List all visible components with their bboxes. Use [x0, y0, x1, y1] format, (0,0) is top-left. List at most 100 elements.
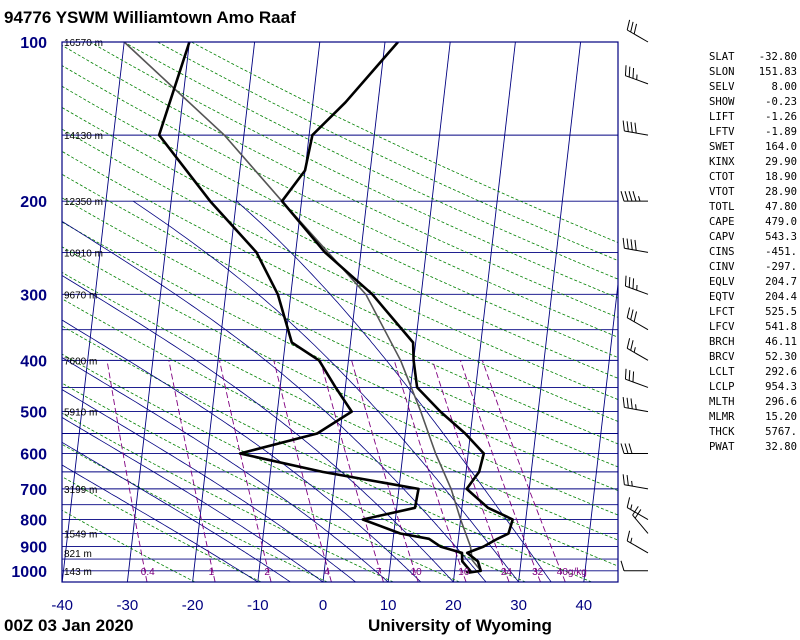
- temperature-tick-label: -10: [247, 597, 269, 614]
- moist-adiabat-line: [62, 357, 389, 582]
- wind-barb-flag: [626, 19, 631, 31]
- dry-adiabat-line: [62, 246, 618, 516]
- mixing-ratio-line: [393, 360, 467, 582]
- stat-name: VTOT: [709, 186, 735, 198]
- stat-row: LCLT 292.6: [709, 365, 797, 380]
- stat-name: EQLV: [709, 276, 735, 288]
- dry-adiabat-line: [62, 197, 618, 468]
- stat-name: KINX: [709, 156, 735, 168]
- height-label: 12350 m: [64, 197, 103, 208]
- pressure-tick-label: 800: [20, 513, 47, 530]
- stat-name: LFCT: [709, 306, 735, 318]
- wind-barb-flag: [628, 66, 631, 78]
- stat-row: LFTV -1.89: [709, 125, 797, 140]
- mixing-ratio-line: [320, 360, 384, 582]
- stat-row: SELV 8.00: [709, 80, 797, 95]
- stat-name: LCLP: [709, 381, 735, 393]
- stat-value: 296.6: [765, 396, 797, 408]
- isotherm-line: [257, 42, 321, 582]
- wind-barb-half-flag: [635, 404, 637, 410]
- stat-name: SELV: [709, 81, 735, 93]
- stat-value: 32.80: [765, 441, 797, 453]
- temperature-tick-label: -30: [117, 597, 139, 614]
- mixing-ratio-line: [351, 360, 419, 582]
- credit-label: University of Wyoming: [368, 616, 552, 635]
- pressure-tick-label: 200: [20, 194, 47, 211]
- wind-barb-flag: [632, 278, 635, 289]
- isotherm-line: [649, 42, 711, 582]
- mixing-ratio-label: 24: [501, 567, 513, 578]
- stability-indices-panel: SLAT -32.80 SLON 151.83 SELV 8.00 SHOW -0.23 LIF…: [709, 50, 797, 455]
- wind-barb-flag: [634, 239, 637, 251]
- stat-value: 292.6: [765, 366, 797, 378]
- wind-barb-flag: [626, 338, 631, 349]
- stat-row: CAPV 543.3: [709, 230, 797, 245]
- stat-value: 15.20: [765, 411, 797, 423]
- dry-adiabat-line: [62, 298, 618, 567]
- mixing-ratio-line: [168, 360, 216, 582]
- wind-barb-flag: [630, 121, 633, 133]
- isotherm-line: [518, 42, 582, 582]
- wind-barb-flag: [630, 398, 633, 409]
- stat-value: -297.: [765, 261, 797, 273]
- stat-value: 47.80: [765, 201, 797, 213]
- wind-barb-flag: [620, 191, 625, 202]
- wind-barb: [622, 397, 649, 413]
- mixing-ratio-line: [219, 360, 272, 582]
- stat-name: CTOT: [709, 171, 735, 183]
- mixing-ratio-label: 10: [411, 567, 423, 578]
- mixing-ratio-label: 16: [458, 567, 470, 578]
- mixing-ratio-label: 0.4: [141, 567, 155, 578]
- wind-barb-flag: [632, 506, 639, 516]
- stat-value: 151.83: [758, 66, 797, 78]
- height-label: 3199 m: [64, 485, 97, 496]
- wind-barb-flag: [633, 311, 638, 322]
- wind-barb-flag: [622, 397, 625, 408]
- stat-row: BRCH 46.11: [709, 335, 797, 350]
- wind-barb: [620, 443, 648, 454]
- wind-barb-flag: [622, 237, 625, 249]
- stat-row: MLMR 15.20: [709, 410, 797, 425]
- wind-barb-flag: [633, 23, 638, 35]
- stat-name: SLON: [709, 66, 735, 78]
- stat-row: SLAT -32.80: [709, 50, 797, 65]
- height-label: 143 m: [64, 567, 92, 578]
- wind-barb: [622, 474, 649, 490]
- stat-name: MLMR: [709, 411, 735, 423]
- wind-barb-flag: [626, 238, 629, 250]
- stat-row: EQTV 204.4: [709, 290, 797, 305]
- stat-value: 541.8: [765, 321, 797, 333]
- pressure-tick-label: 600: [20, 446, 47, 463]
- dry-adiabat-line: [62, 65, 618, 338]
- height-label: 16570 m: [64, 38, 103, 49]
- stat-row: MLTH 296.6: [709, 395, 797, 410]
- wind-barb-flag: [630, 309, 634, 320]
- dry-adiabat-line: [62, 44, 618, 318]
- wind-barb: [622, 237, 649, 253]
- stat-row: SWET 164.0: [709, 140, 797, 155]
- wind-barb-flag: [632, 191, 637, 202]
- wind-barb-half-flag: [630, 537, 633, 544]
- stat-value: 46.11: [765, 336, 797, 348]
- wind-barb-flag: [628, 191, 633, 202]
- wind-barb-half-flag: [638, 196, 641, 202]
- wind-barb-flag: [620, 560, 625, 571]
- dry-adiabat-line: [62, 353, 526, 582]
- isotherm-line: [126, 42, 190, 582]
- observation-time: 00Z 03 Jan 2020: [4, 616, 134, 635]
- wind-barb-flag: [624, 275, 627, 287]
- wind-barb: [626, 497, 649, 520]
- stat-name: LFTV: [709, 126, 735, 138]
- mixing-ratio-line: [481, 360, 566, 582]
- mixing-ratio-line: [432, 360, 510, 582]
- height-label: 7600 m: [64, 356, 97, 367]
- pressure-tick-label: 900: [20, 540, 47, 557]
- wind-barb-flag: [620, 443, 625, 454]
- height-label: 1549 m: [64, 529, 97, 540]
- mixing-ratio-line: [106, 360, 148, 582]
- stat-value: -1.89: [765, 126, 797, 138]
- moist-adiabat-line: [62, 389, 356, 582]
- mixing-ratio-label: 2: [264, 567, 270, 578]
- dry-adiabat-line: [62, 476, 262, 582]
